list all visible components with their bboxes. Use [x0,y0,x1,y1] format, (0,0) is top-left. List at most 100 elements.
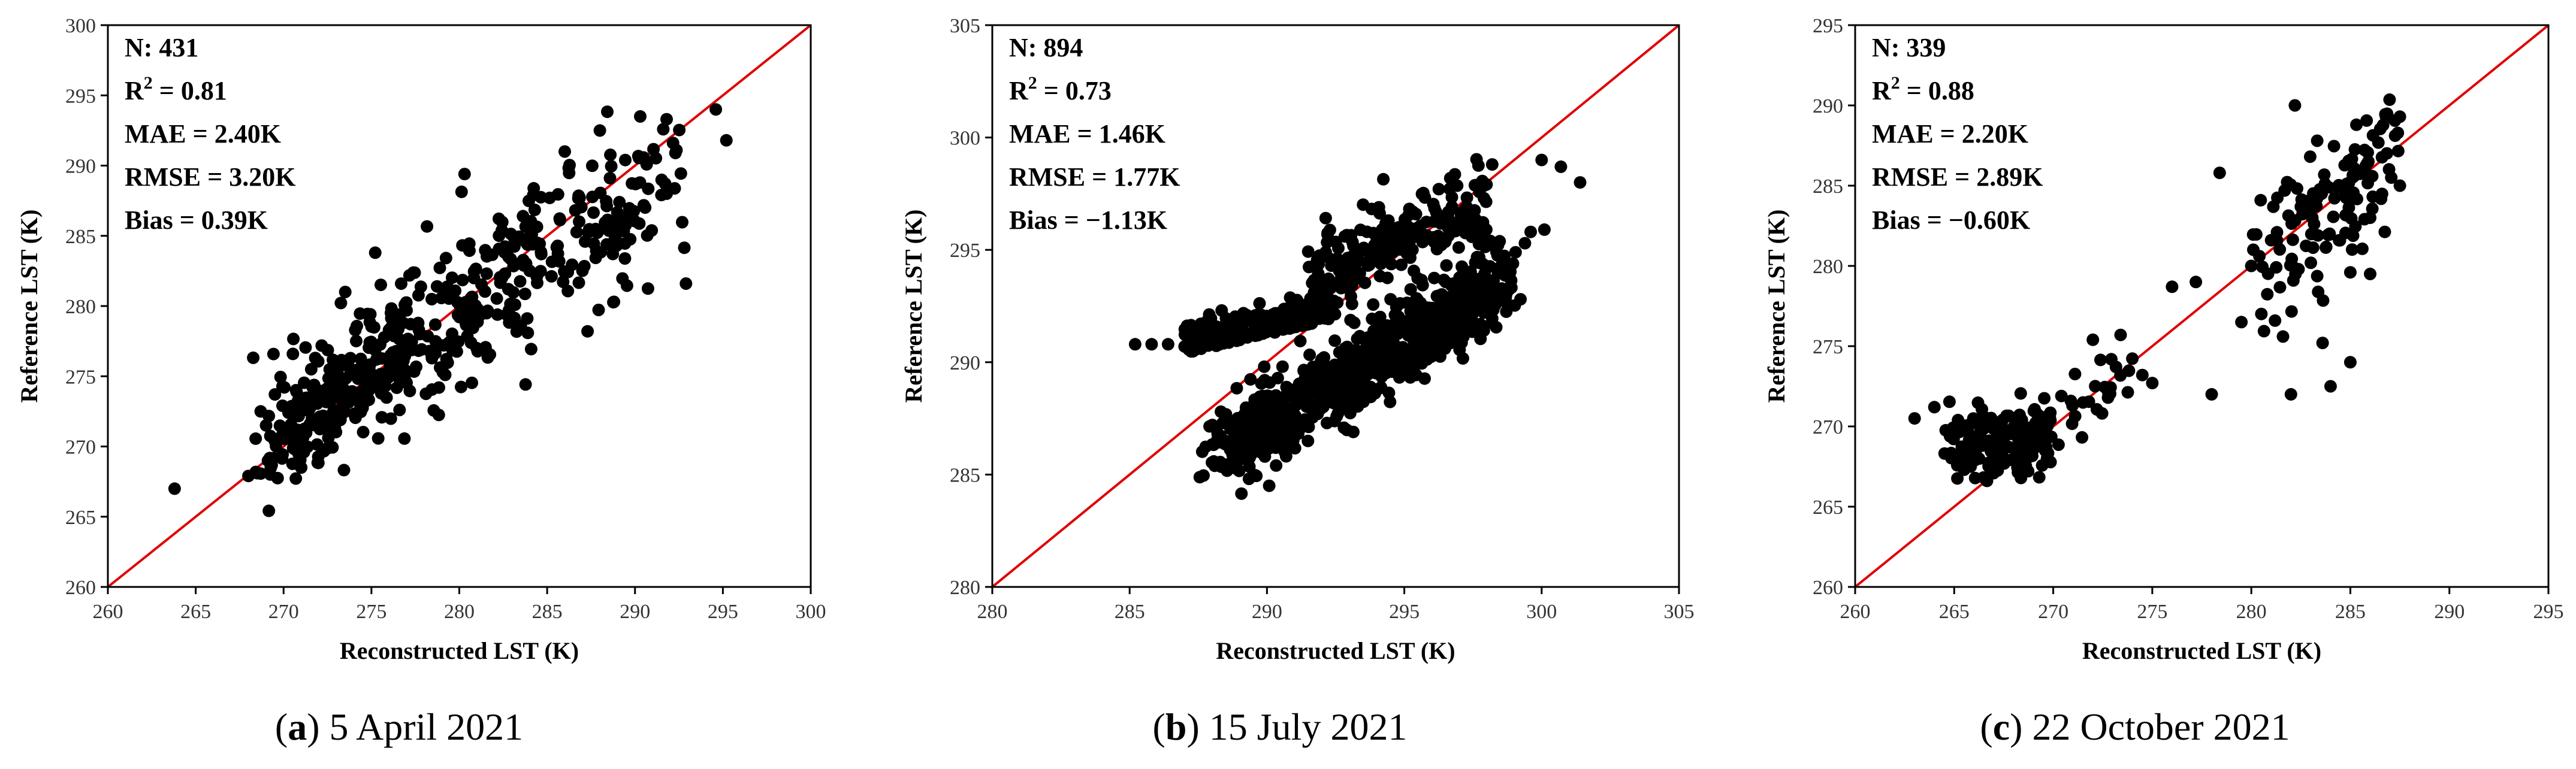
data-point [618,252,632,265]
data-point [262,504,276,517]
data-point [337,382,350,395]
data-point [1270,459,1283,472]
data-point [254,405,267,418]
x-tick-label: 285 [2335,601,2366,623]
data-point [414,280,427,293]
data-point [1372,201,1385,214]
data-point [2261,287,2274,301]
data-point [2345,243,2358,256]
y-tick-label: 260 [65,577,96,599]
data-point [1967,412,1980,425]
data-point [464,292,477,305]
data-point [1243,460,1256,473]
x-tick-label: 270 [268,601,299,623]
data-point [2373,122,2387,135]
data-point [1465,230,1478,243]
data-point [2348,143,2361,156]
data-point [2270,261,2283,274]
data-point [2324,380,2337,393]
data-point [676,216,688,229]
data-point [384,349,397,362]
data-point [1281,413,1294,426]
data-point [2285,305,2298,318]
data-point [1432,289,1445,302]
data-point [455,380,467,393]
data-point [1330,255,1343,268]
data-point [333,361,346,374]
data-point [2347,168,2360,181]
data-point [336,398,349,410]
data-point [1487,286,1500,299]
data-point [2267,200,2280,213]
data-point [1478,267,1491,280]
data-point [543,191,556,204]
data-point [632,152,645,165]
data-point [1478,192,1490,205]
data-point [351,319,363,332]
x-tick-label: 260 [1840,601,1871,623]
data-point [1420,344,1433,357]
data-point [570,226,583,238]
data-point [1267,410,1281,423]
stat-mae: MAE = 2.20K [1872,119,2028,149]
data-point [1307,274,1321,287]
y-tick-label: 275 [65,366,96,388]
data-point [403,269,416,282]
data-point [319,395,333,408]
data-point [1406,243,1419,256]
data-point [2068,410,2082,423]
data-point [2350,118,2363,131]
data-point [1301,245,1315,258]
data-point [1351,332,1364,346]
data-point [2033,471,2046,484]
data-point [562,162,575,175]
data-point [2339,186,2352,199]
data-point [2104,381,2117,394]
data-point [1345,290,1357,303]
data-point [361,370,374,383]
data-point [471,302,484,316]
data-point [287,332,300,346]
data-point [461,305,474,319]
stat-n: N: 339 [1872,33,1946,62]
data-point [524,343,537,356]
data-point [1399,353,1412,367]
data-point [1282,423,1295,437]
data-point [2393,110,2406,123]
data-point [709,103,723,116]
data-point [1215,405,1228,418]
data-point [2082,395,2095,408]
data-point [520,237,533,250]
data-point [1249,312,1263,325]
data-point [514,275,527,288]
data-point [1228,421,1242,434]
x-tick-label: 295 [1389,601,1420,623]
data-point [2166,280,2179,293]
data-point [467,271,481,284]
data-point [1908,412,1921,425]
data-point [1409,208,1423,220]
data-point [1431,346,1444,359]
data-point [297,446,310,459]
data-point [1574,176,1587,189]
data-point [1322,307,1336,320]
data-point [274,371,287,383]
data-point [1221,464,1234,477]
data-point [669,146,682,159]
data-point [1478,179,1491,192]
data-point [1328,334,1342,347]
data-point [268,434,282,447]
data-point [1378,226,1391,240]
data-point [493,212,505,225]
data-point [1302,420,1315,434]
data-point [569,204,582,217]
data-point [268,388,282,401]
data-point [1194,317,1207,331]
data-point [2344,356,2357,369]
data-point [673,123,686,137]
data-point [1394,297,1406,310]
data-point [657,123,670,136]
data-point [2388,129,2402,143]
data-point [490,292,503,305]
